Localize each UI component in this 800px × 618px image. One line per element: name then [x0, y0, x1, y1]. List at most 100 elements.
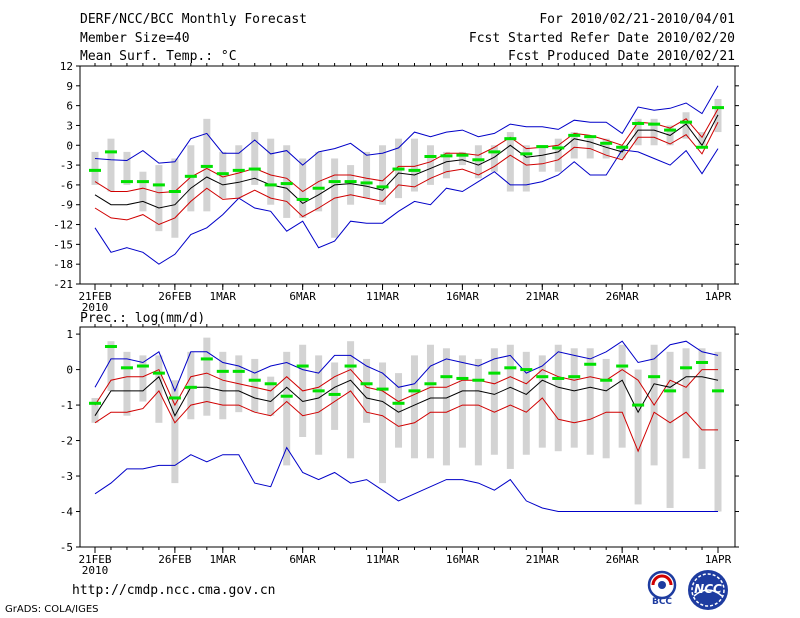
temp-median-marker: [328, 180, 341, 184]
precip-median-marker: [376, 387, 389, 391]
temp-spread-bar: [522, 145, 530, 192]
precip-spread-bar: [634, 369, 642, 505]
temp-median-marker: [232, 168, 245, 172]
temp-max-line: [94, 85, 719, 166]
temp-spread-bar: [554, 138, 562, 172]
temp-median-marker: [136, 180, 149, 184]
temp-spread-bar: [187, 145, 195, 212]
temp-median-marker: [376, 185, 389, 189]
temp-x-tick-label: 21MAR: [526, 290, 559, 303]
temp-median-marker: [216, 172, 229, 176]
temp-spread-bar: [299, 158, 307, 218]
precip-spread-bar: [602, 358, 610, 459]
ncc-logo-ring: [691, 573, 725, 607]
temp-y-tick-label: -18: [53, 258, 73, 271]
precip-median-marker: [520, 368, 533, 372]
precip-spread-bar: [187, 351, 195, 420]
temp-spread-bar: [474, 145, 482, 179]
temp-spread-bar: [107, 138, 115, 192]
temp-x-tick-sublabel: 2010: [82, 301, 109, 314]
temp-median-marker: [632, 121, 645, 125]
temp-x-tick-label: 6MAR: [289, 290, 316, 303]
precip-median-marker: [472, 378, 485, 382]
temp-spread-bar: [347, 165, 355, 205]
precip-median-marker: [120, 366, 133, 370]
temp-spread-bar: [426, 145, 434, 185]
temp-spread-bar: [698, 132, 706, 146]
precip-x-tick-label: 1MAR: [210, 553, 237, 566]
temp-median-marker: [200, 164, 213, 168]
precip-median-marker: [504, 366, 517, 370]
precip-x-tick-label: 26FEB: [158, 553, 191, 566]
temp-spread-bar: [490, 145, 498, 172]
temp-median-marker: [296, 197, 309, 201]
temp-mean-minus-sd-line: [94, 121, 719, 226]
temp-spread-bar: [379, 145, 387, 205]
precip-spread-bar: [395, 373, 403, 448]
precip-spread-bar: [363, 358, 371, 423]
temp-median-marker: [424, 155, 437, 159]
temp-median-marker: [568, 133, 581, 137]
precip-y-tick-label: -2: [60, 435, 73, 448]
precip-median-marker: [264, 382, 277, 386]
grads-credit: GrADS: COLA/IGES: [5, 604, 99, 615]
temp-spread-bar: [155, 165, 163, 232]
precip-median-marker: [89, 401, 101, 405]
ncc-logo-wave: [693, 589, 723, 597]
precip-frame: [79, 326, 736, 548]
temp-median-marker: [89, 168, 101, 172]
precip-y-tick-label: -1: [60, 399, 73, 412]
precip-x-tick-label: 6MAR: [289, 553, 316, 566]
precip-x-tick-label: 26MAR: [606, 553, 639, 566]
temp-spread-bar: [139, 171, 147, 212]
temp-median-marker: [104, 150, 117, 154]
temp-y-tick-label: -12: [53, 219, 73, 232]
temp-spread-bar: [267, 138, 275, 205]
temp-spread-bar: [91, 151, 99, 185]
temp-mean-plus-sd-line: [94, 108, 719, 194]
precip-mean-minus-sd-line: [94, 390, 718, 453]
precip-median-marker: [216, 369, 229, 373]
temp-median-marker: [248, 167, 261, 171]
precip-median-marker: [408, 389, 421, 393]
temp-median-marker: [712, 106, 724, 110]
ncc-logo-text: NCC: [694, 582, 722, 596]
temp-median-marker: [536, 145, 549, 149]
precip-spread-bar: [682, 348, 690, 459]
precip-median-marker: [168, 396, 181, 400]
precip-median-marker: [328, 392, 341, 396]
precip-median-marker: [296, 364, 309, 368]
precip-median-marker: [456, 376, 469, 380]
temp-spread-bar: [634, 118, 642, 146]
temp-x-tick-label: 11MAR: [366, 290, 399, 303]
temp-median-marker: [456, 153, 469, 157]
precip-spread-bar: [410, 355, 418, 459]
precip-median-marker: [536, 375, 549, 379]
temp-y-tick-label: -21: [53, 278, 73, 291]
precip-y-tick-label: -4: [60, 506, 74, 519]
precip-spread-bar: [714, 351, 722, 512]
precip-spread-bar: [251, 358, 259, 413]
temp-spread-bar: [506, 132, 514, 192]
precip-y-tick-label: 0: [66, 364, 73, 377]
bcc-logo-text: BCC: [651, 597, 673, 607]
temp-spread-bar: [538, 145, 546, 172]
fcst-started-date: Fcst Started Refer Date 2010/02/20: [468, 31, 735, 46]
precip-median-marker: [680, 366, 693, 370]
temp-median-marker: [472, 158, 485, 162]
precip-spread-bar: [506, 344, 514, 469]
temp-y-tick-label: 6: [66, 100, 73, 113]
temp-x-tick-label: 26FEB: [158, 290, 191, 303]
precip-spread-bar: [203, 337, 211, 416]
temp-median-marker: [680, 120, 693, 124]
temp-y-tick-label: 0: [66, 139, 73, 152]
ncc-logo: NCC: [686, 568, 730, 612]
temp-x-tick-label: 26MAR: [606, 290, 639, 303]
precip-mean-line: [94, 375, 719, 417]
temp-median-marker: [616, 145, 629, 149]
temp-spread-bar: [602, 138, 610, 159]
temp-median-marker: [360, 181, 373, 185]
precip-median-marker: [200, 357, 213, 361]
